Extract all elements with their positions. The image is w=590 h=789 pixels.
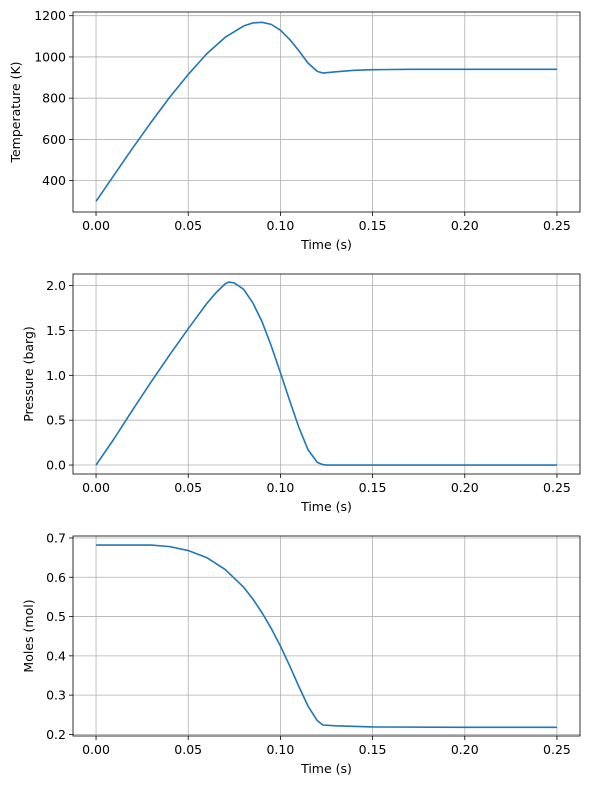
moles-y-tick-label-0: 0.2 xyxy=(46,727,66,742)
temperature-plot-frame xyxy=(72,11,581,213)
moles-y-tick-label-3: 0.5 xyxy=(46,609,66,624)
moles-x-tick-label-1: 0.05 xyxy=(174,742,202,757)
temperature-y-tick-label-3: 1000 xyxy=(34,49,66,64)
temperature-y-tick-label-2: 800 xyxy=(42,91,66,106)
pressure-plot-frame xyxy=(72,273,581,475)
temperature-chart: 0.00 0.05 0.10 0.15 0.20 0.25 400 600 800 1000 120… xyxy=(8,8,581,252)
temperature-x-tick-label-3: 0.15 xyxy=(359,218,387,233)
pressure-y-tick-label-0: 0.0 xyxy=(46,458,66,473)
moles-y-tick-label-1: 0.3 xyxy=(46,688,66,703)
temperature-y-tick-label-4: 1200 xyxy=(34,8,66,23)
moles-chart: 0.00 0.05 0.10 0.15 0.20 0.25 0.2 0.3 0.4 0.5 0.6 0… xyxy=(21,530,581,776)
moles-y-tick-label-2: 0.4 xyxy=(46,648,66,663)
pressure-x-tick-label-3: 0.15 xyxy=(359,480,387,495)
moles-y-axis-label: Moles (mol) xyxy=(21,599,36,672)
temperature-y-axis-label: Temperature (K) xyxy=(8,61,23,163)
temperature-series-line xyxy=(95,21,557,202)
moles-x-axis-label: Time (s) xyxy=(300,761,352,776)
temperature-x-axis-label: Time (s) xyxy=(300,237,352,252)
moles-y-tick-label-4: 0.6 xyxy=(46,570,66,585)
temperature-x-tick-label-4: 0.20 xyxy=(451,218,479,233)
pressure-x-tick-label-1: 0.05 xyxy=(174,480,202,495)
moles-x-tick-label-2: 0.10 xyxy=(266,742,294,757)
temperature-x-tick-label-0: 0.00 xyxy=(82,218,110,233)
pressure-y-tick-label-1: 0.5 xyxy=(46,413,66,428)
moles-series-line xyxy=(96,544,557,729)
pressure-x-tick-label-2: 0.10 xyxy=(266,480,294,495)
pressure-y-tick-label-3: 1.5 xyxy=(46,323,66,338)
pressure-x-tick-label-0: 0.00 xyxy=(82,480,110,495)
pressure-x-tick-label-5: 0.25 xyxy=(543,480,571,495)
moles-x-tick-label-3: 0.15 xyxy=(359,742,387,757)
temperature-x-tick-label-5: 0.25 xyxy=(543,218,571,233)
moles-x-tick-label-5: 0.25 xyxy=(543,742,571,757)
moles-x-tick-label-4: 0.20 xyxy=(451,742,479,757)
pressure-y-tick-label-2: 1.0 xyxy=(46,368,66,383)
temperature-y-tick-label-0: 400 xyxy=(42,173,66,188)
temperature-y-tick-label-1: 600 xyxy=(42,132,66,147)
pressure-y-tick-label-4: 2.0 xyxy=(46,278,66,293)
temperature-x-tick-label-2: 0.10 xyxy=(266,218,294,233)
pressure-x-axis-label: Time (s) xyxy=(300,499,352,514)
pressure-series-line xyxy=(95,281,557,466)
pressure-chart: 0.00 0.05 0.10 0.15 0.20 0.25 0.0 0.5 1.0 1.5 2.0 T… xyxy=(21,273,581,514)
temperature-x-tick-label-1: 0.05 xyxy=(174,218,202,233)
moles-x-tick-label-0: 0.00 xyxy=(82,742,110,757)
pressure-y-axis-label: Pressure (barg) xyxy=(21,326,36,422)
moles-plot-frame xyxy=(72,535,581,737)
moles-y-tick-label-5: 0.7 xyxy=(46,530,66,545)
pressure-x-tick-label-4: 0.20 xyxy=(451,480,479,495)
